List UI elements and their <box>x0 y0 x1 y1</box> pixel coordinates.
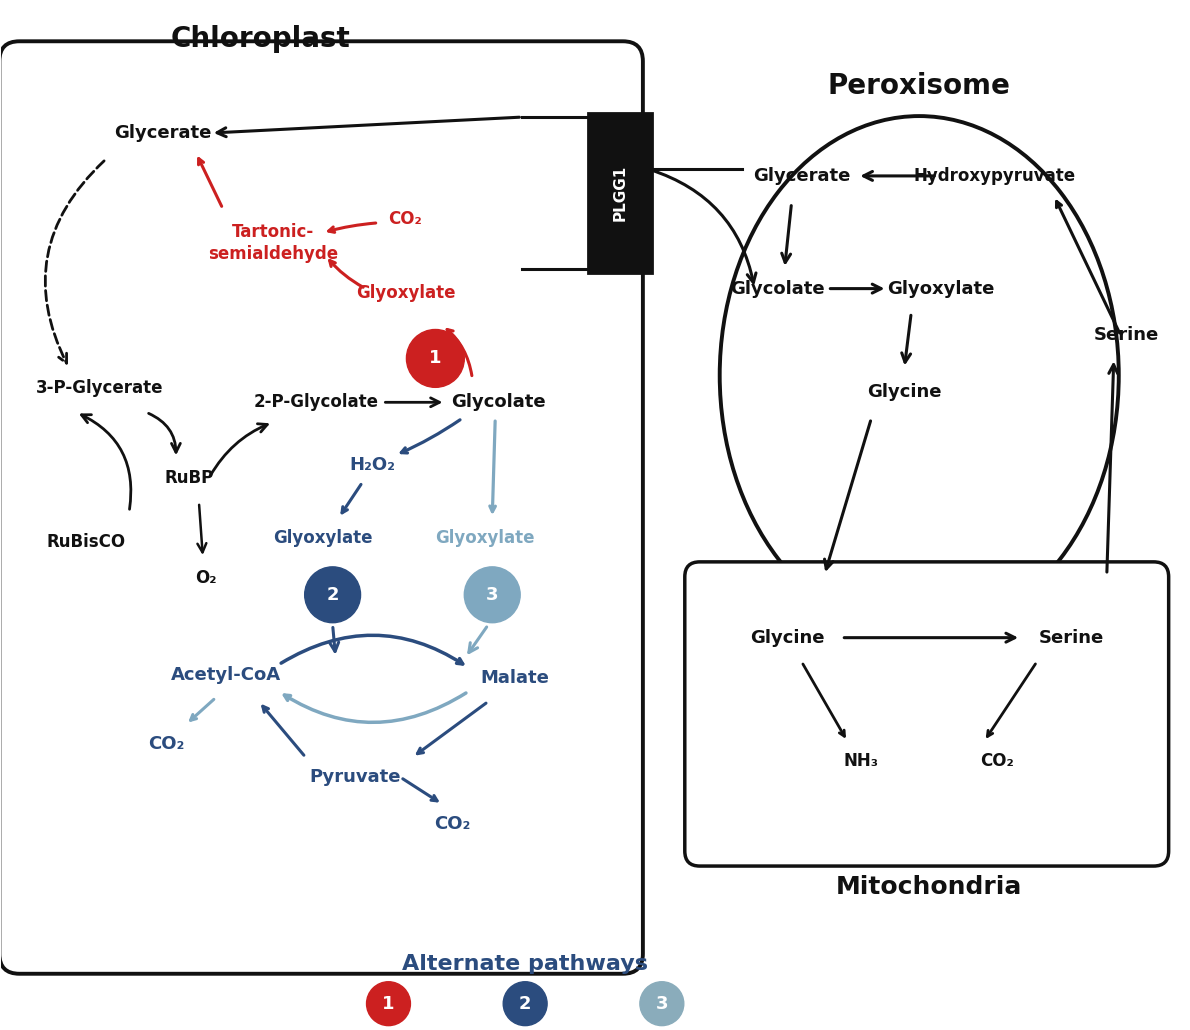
Text: Alternate pathways: Alternate pathways <box>402 954 649 973</box>
Text: Glyoxylate: Glyoxylate <box>888 279 995 298</box>
Text: 2: 2 <box>519 995 532 1012</box>
Text: Tartonic-
semialdehyde: Tartonic- semialdehyde <box>208 222 338 263</box>
Text: Hydroxypyruvate: Hydroxypyruvate <box>913 167 1075 185</box>
Text: H₂O₂: H₂O₂ <box>350 456 395 474</box>
Text: Acetyl-CoA: Acetyl-CoA <box>171 665 281 684</box>
Text: RuBP: RuBP <box>164 469 213 487</box>
Text: Glycerate: Glycerate <box>753 167 850 185</box>
Text: NH₃: NH₃ <box>844 752 879 770</box>
FancyBboxPatch shape <box>684 562 1169 866</box>
Ellipse shape <box>720 116 1119 634</box>
Text: Pyruvate: Pyruvate <box>309 768 401 786</box>
FancyBboxPatch shape <box>0 41 643 973</box>
Text: CO₂: CO₂ <box>981 752 1014 770</box>
Circle shape <box>503 982 547 1026</box>
Text: 3: 3 <box>656 995 668 1012</box>
Text: Glycine: Glycine <box>868 383 941 402</box>
Text: 3: 3 <box>486 586 499 604</box>
Text: Glyoxylate: Glyoxylate <box>273 529 372 547</box>
Text: Serine: Serine <box>1038 628 1103 647</box>
FancyBboxPatch shape <box>588 113 652 273</box>
Circle shape <box>367 982 411 1026</box>
Text: Serine: Serine <box>1094 327 1159 344</box>
Circle shape <box>464 566 520 623</box>
Text: Mitochondria: Mitochondria <box>837 876 1022 899</box>
Text: CO₂: CO₂ <box>148 735 184 753</box>
Text: CO₂: CO₂ <box>434 815 470 833</box>
Text: Glycerate: Glycerate <box>114 124 212 142</box>
Text: Malate: Malate <box>481 668 550 687</box>
Text: 1: 1 <box>430 349 441 368</box>
Circle shape <box>305 566 361 623</box>
Text: Peroxisome: Peroxisome <box>828 72 1010 100</box>
Text: Glyoxylate: Glyoxylate <box>356 283 456 302</box>
Text: 2-P-Glycolate: 2-P-Glycolate <box>253 393 378 411</box>
Text: 3-P-Glycerate: 3-P-Glycerate <box>36 379 163 398</box>
Circle shape <box>407 330 464 387</box>
Text: Glycolate: Glycolate <box>451 393 545 411</box>
Circle shape <box>640 982 684 1026</box>
Text: RuBisCO: RuBisCO <box>46 533 126 551</box>
Text: Glycolate: Glycolate <box>731 279 825 298</box>
Text: 2: 2 <box>326 586 339 604</box>
Text: PLGG1: PLGG1 <box>613 165 627 221</box>
Text: CO₂: CO₂ <box>389 210 422 228</box>
Text: Glycine: Glycine <box>751 628 825 647</box>
Text: Chloroplast: Chloroplast <box>171 26 351 54</box>
Text: 1: 1 <box>382 995 395 1012</box>
Text: Glyoxylate: Glyoxylate <box>436 529 536 547</box>
Text: O₂: O₂ <box>195 569 217 587</box>
